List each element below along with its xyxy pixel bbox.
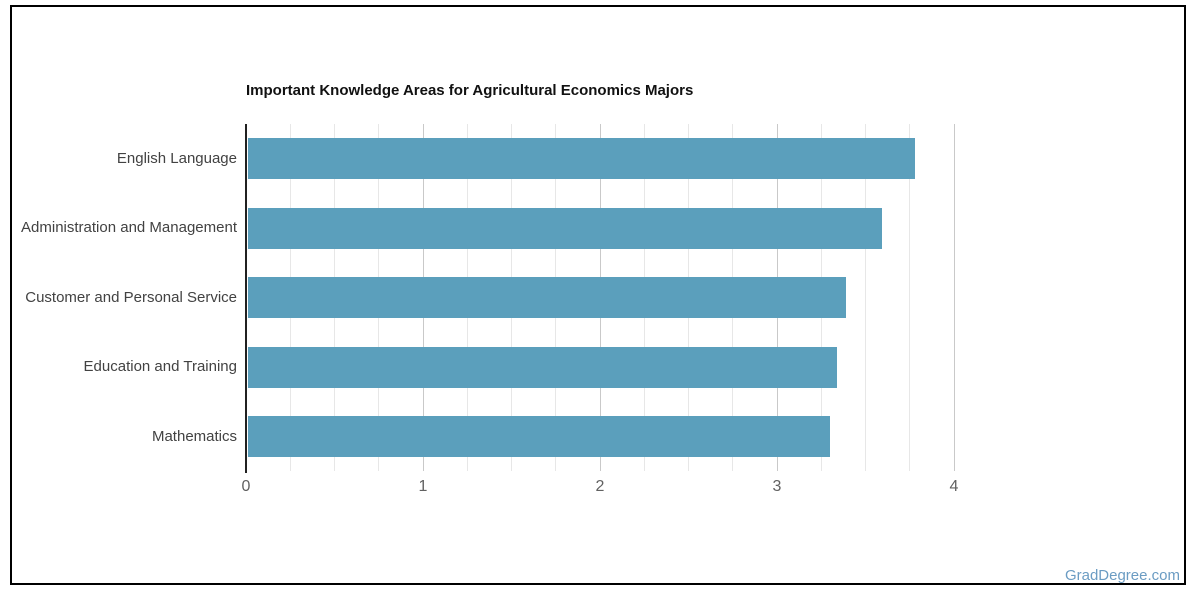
minor-gridline bbox=[865, 124, 866, 471]
x-tick-label-3: 3 bbox=[772, 478, 782, 495]
bar-education-and-training bbox=[248, 346, 838, 388]
major-gridline bbox=[953, 124, 955, 471]
bar-mathematics bbox=[248, 416, 831, 458]
watermark-link[interactable]: GradDegree.com bbox=[1064, 567, 1180, 584]
y-axis-line bbox=[245, 124, 247, 473]
category-label-mathematics: Mathematics bbox=[151, 427, 237, 445]
x-tick-label-2: 2 bbox=[595, 478, 605, 495]
category-label-customer-and-personal-service: Customer and Personal Service bbox=[25, 288, 237, 306]
category-label-education-and-training: Education and Training bbox=[83, 358, 237, 376]
x-tick-label-1: 1 bbox=[418, 478, 428, 495]
bar-customer-and-personal-service bbox=[248, 277, 847, 319]
chart-title: Important Knowledge Areas for Agricultur… bbox=[246, 82, 694, 99]
category-label-administration-and-management: Administration and Management bbox=[21, 219, 237, 237]
bar-english-language bbox=[248, 138, 916, 180]
minor-gridline bbox=[909, 124, 911, 471]
x-tick-label-4: 4 bbox=[949, 478, 959, 495]
x-tick-label-0: 0 bbox=[241, 478, 251, 495]
bar-administration-and-management bbox=[248, 207, 882, 249]
category-label-english-language: English Language bbox=[116, 149, 237, 167]
